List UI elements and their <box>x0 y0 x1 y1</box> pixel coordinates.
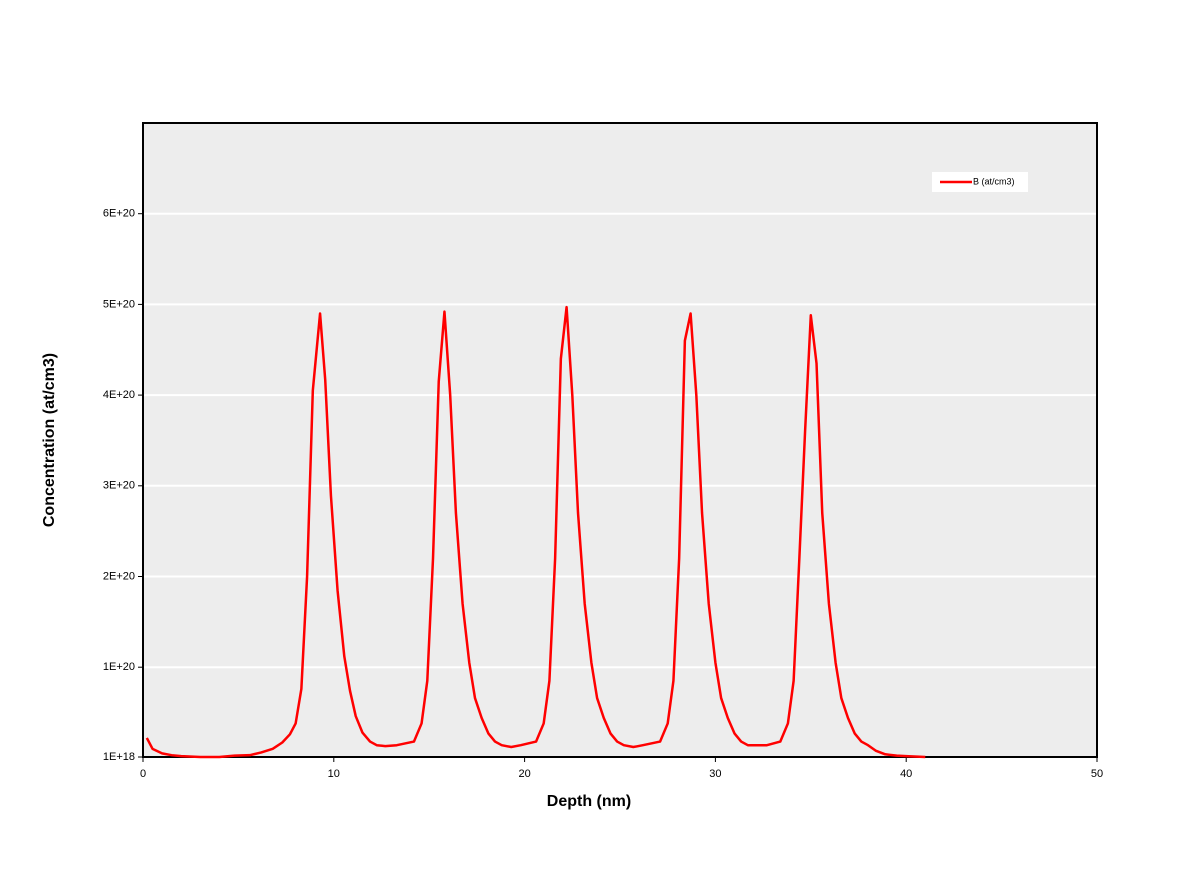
y-tick-label: 1E+20 <box>103 661 135 673</box>
x-tick-label: 0 <box>140 768 146 780</box>
y-axis-label: Concentration (at/cm3) <box>41 353 58 527</box>
y-tick-label: 4E+20 <box>103 389 135 401</box>
y-tick-label: 3E+20 <box>103 480 135 492</box>
x-tick-label: 30 <box>709 768 721 780</box>
legend-box <box>932 172 1028 192</box>
x-tick-label: 20 <box>518 768 530 780</box>
x-tick-label: 10 <box>328 768 340 780</box>
y-tick-label: 6E+20 <box>103 208 135 220</box>
x-tick-label: 40 <box>900 768 912 780</box>
plot-area <box>143 123 1097 757</box>
plot-border <box>142 122 1098 758</box>
y-tick-label: 1E+18 <box>103 751 135 763</box>
legend-label: B (at/cm3) <box>973 176 1015 186</box>
y-tick-label: 2E+20 <box>103 570 135 582</box>
data-line <box>145 305 926 759</box>
x-tick-label: 50 <box>1091 768 1103 780</box>
y-tick-label: 5E+20 <box>103 298 135 310</box>
x-axis-label: Depth (nm) <box>547 793 631 810</box>
